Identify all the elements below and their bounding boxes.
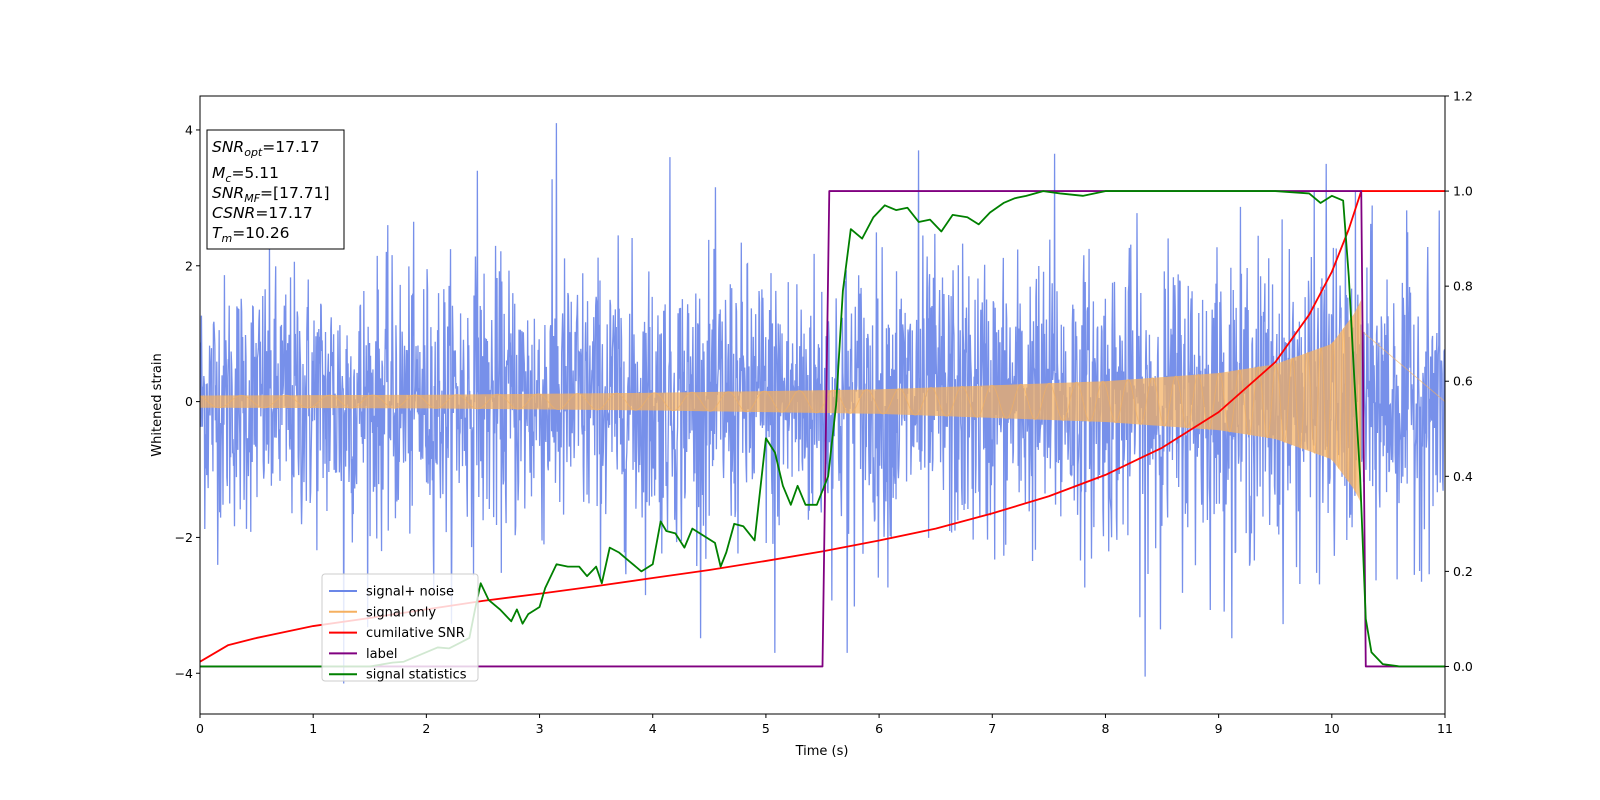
info-line: SNRopt=17.17 <box>212 138 320 159</box>
x-axis: 0 1 2 3 4 5 6 7 8 9 10 11 <box>196 714 1453 736</box>
y-left-tick-label: 4 <box>185 122 193 137</box>
info-box-lines: SNRopt=17.17Mc=5.11SNRMF=[17.71]CSNR=17.… <box>212 138 330 245</box>
x-tick-label: 10 <box>1324 721 1340 736</box>
signal-only-layer <box>200 299 1445 504</box>
x-axis-label: Time (s) <box>795 744 849 759</box>
info-symbol: M <box>212 164 225 182</box>
y-right-tick-label: 0.4 <box>1453 469 1473 484</box>
x-tick-label: 8 <box>1101 721 1109 736</box>
info-subscript: opt <box>244 146 263 159</box>
info-value: =[17.71] <box>260 184 329 202</box>
x-tick-label: 11 <box>1437 721 1453 736</box>
info-value: =17.17 <box>255 204 312 222</box>
info-subscript: m <box>221 232 232 245</box>
legend: signal+ noise signal only cumilative SNR la… <box>321 573 479 683</box>
x-tick-label: 6 <box>875 721 883 736</box>
info-symbol: CSNR <box>212 204 255 222</box>
y-left-tick-label: −2 <box>175 530 193 545</box>
legend-label-signal-noise: signal+ noise <box>366 585 454 600</box>
y-axis-right: 0.0 0.2 0.4 0.6 0.8 1.0 1.2 <box>1445 89 1473 674</box>
info-value: =5.11 <box>231 164 279 182</box>
x-tick-label: 5 <box>762 721 770 736</box>
signal-only-band <box>200 299 1362 504</box>
y-left-tick-label: −4 <box>175 666 193 681</box>
x-tick-label: 9 <box>1215 721 1223 736</box>
info-subscript: MF <box>244 192 260 205</box>
info-subscript: c <box>225 172 231 185</box>
x-tick-label: 3 <box>536 721 544 736</box>
x-tick-label: 4 <box>649 721 657 736</box>
y-right-tick-label: 1.0 <box>1453 184 1473 199</box>
legend-label-cumilative-snr: cumilative SNR <box>366 626 465 641</box>
info-value: =17.17 <box>262 138 319 156</box>
x-tick-label: 1 <box>309 721 317 736</box>
y-right-tick-label: 0.2 <box>1453 564 1473 579</box>
info-box-frame <box>206 129 345 250</box>
plot-frame <box>199 95 1446 715</box>
y-right-tick-label: 1.2 <box>1453 89 1473 104</box>
info-line: CSNR=17.17 <box>212 204 313 222</box>
legend-frame <box>321 573 479 682</box>
legend-label-signal-statistics: signal statistics <box>366 668 467 683</box>
y-right-tick-label: 0.8 <box>1453 279 1473 294</box>
info-line: SNRMF=[17.71] <box>212 184 330 205</box>
x-tick-label: 7 <box>988 721 996 736</box>
y-left-tick-label: 2 <box>185 258 193 273</box>
info-box: SNRopt=17.17Mc=5.11SNRMF=[17.71]CSNR=17.… <box>206 129 345 250</box>
info-symbol: T <box>212 224 223 242</box>
legend-label-signal-only: signal only <box>366 605 436 620</box>
label-line <box>200 190 1445 668</box>
info-value: =10.26 <box>232 224 289 242</box>
info-symbol: SNR <box>212 138 244 156</box>
info-line: Tm=10.26 <box>212 224 290 245</box>
info-symbol: SNR <box>212 184 244 202</box>
x-tick-label: 2 <box>422 721 430 736</box>
legend-label-label: label <box>366 647 397 662</box>
y-left-tick-label: 0 <box>185 394 193 409</box>
y-right-tick-label: 0.6 <box>1453 374 1473 389</box>
signal-statistics-line <box>200 190 1445 668</box>
x-tick-label: 0 <box>196 721 204 736</box>
signal-only-line <box>200 306 1445 498</box>
y-axis-label: Whitened strain <box>150 353 165 456</box>
legend-items: signal+ noise signal only cumilative SNR la… <box>329 585 467 683</box>
y-right-tick-label: 0.0 <box>1453 659 1473 674</box>
y-axis-left: −4 −2 0 2 4 <box>175 122 200 681</box>
info-line: Mc=5.11 <box>212 164 279 185</box>
